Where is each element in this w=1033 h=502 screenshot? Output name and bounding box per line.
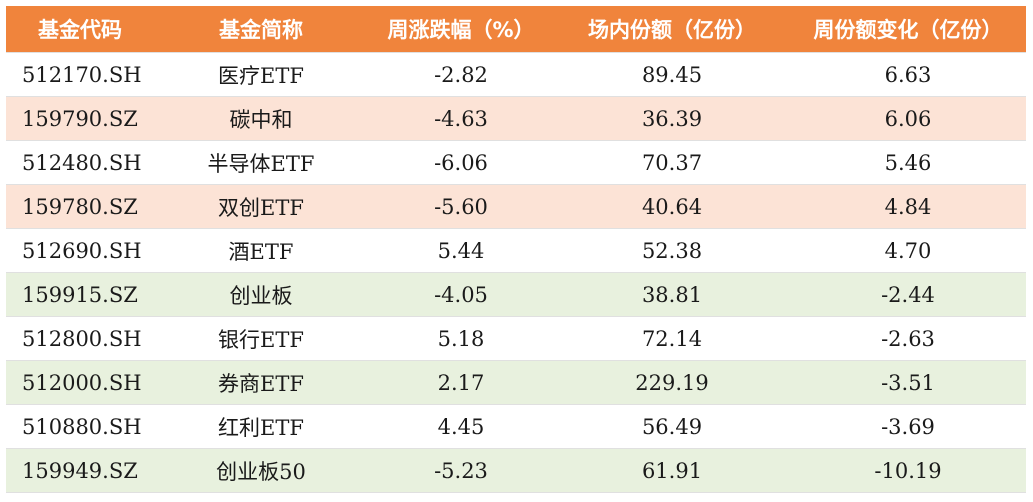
fund-name-cell: 创业板50	[154, 448, 368, 493]
shares-cell: 36.39	[554, 96, 790, 141]
fund-code-cell: 510880.SH	[6, 404, 154, 449]
fund-name-cell: 双创ETF	[154, 184, 368, 229]
fund-code-cell: 512690.SH	[6, 228, 154, 273]
table-row: 159915.SZ 创业板 -4.05 38.81 -2.44	[6, 272, 1026, 317]
fund-name-cell: 酒ETF	[154, 228, 368, 273]
fund-code-cell: 159780.SZ	[6, 184, 154, 229]
header-row: 基金代码 基金简称 周涨跌幅（%） 场内份额（亿份） 周份额变化（亿份）	[6, 6, 1026, 53]
table-row: 512690.SH 酒ETF 5.44 52.38 4.70	[6, 228, 1026, 273]
weekly-change-cell: 4.45	[368, 404, 554, 449]
shares-cell: 61.91	[554, 448, 790, 493]
fund-name-cell: 半导体ETF	[154, 140, 368, 185]
header-weekly-change: 周涨跌幅（%）	[368, 6, 554, 53]
fund-name-cell: 创业板	[154, 272, 368, 317]
fund-name-cell: 医疗ETF	[154, 52, 368, 97]
shares-cell: 52.38	[554, 228, 790, 273]
header-fund-name: 基金简称	[154, 6, 368, 53]
share-change-cell: -10.19	[790, 448, 1026, 493]
share-change-cell: -3.51	[790, 360, 1026, 405]
fund-code-cell: 512170.SH	[6, 52, 154, 97]
fund-name-cell: 券商ETF	[154, 360, 368, 405]
share-change-cell: 4.70	[790, 228, 1026, 273]
weekly-change-cell: 5.44	[368, 228, 554, 273]
fund-code-cell: 512480.SH	[6, 140, 154, 185]
table-row: 159780.SZ 双创ETF -5.60 40.64 4.84	[6, 184, 1026, 229]
shares-cell: 40.64	[554, 184, 790, 229]
table-row: 512800.SH 银行ETF 5.18 72.14 -2.63	[6, 316, 1026, 361]
shares-cell: 72.14	[554, 316, 790, 361]
header-fund-code: 基金代码	[6, 6, 154, 53]
table-row: 512000.SH 券商ETF 2.17 229.19 -3.51	[6, 360, 1026, 405]
table-row: 159949.SZ 创业板50 -5.23 61.91 -10.19	[6, 448, 1026, 493]
weekly-change-cell: -4.05	[368, 272, 554, 317]
fund-code-cell: 512800.SH	[6, 316, 154, 361]
table-row: 512480.SH 半导体ETF -6.06 70.37 5.46	[6, 140, 1026, 185]
fund-name-cell: 银行ETF	[154, 316, 368, 361]
share-change-cell: 6.63	[790, 52, 1026, 97]
header-on-exchange-shares: 场内份额（亿份）	[554, 6, 790, 53]
share-change-cell: 5.46	[790, 140, 1026, 185]
header-weekly-share-change: 周份额变化（亿份）	[790, 6, 1026, 53]
share-change-cell: -2.44	[790, 272, 1026, 317]
etf-share-table: 基金代码 基金简称 周涨跌幅（%） 场内份额（亿份） 周份额变化（亿份） 512…	[6, 6, 1026, 493]
weekly-change-cell: -2.82	[368, 52, 554, 97]
shares-cell: 38.81	[554, 272, 790, 317]
table-header: 基金代码 基金简称 周涨跌幅（%） 场内份额（亿份） 周份额变化（亿份）	[6, 6, 1026, 53]
shares-cell: 70.37	[554, 140, 790, 185]
table-row: 510880.SH 红利ETF 4.45 56.49 -3.69	[6, 404, 1026, 449]
weekly-change-cell: -5.23	[368, 448, 554, 493]
share-change-cell: 6.06	[790, 96, 1026, 141]
fund-name-cell: 红利ETF	[154, 404, 368, 449]
weekly-change-cell: -6.06	[368, 140, 554, 185]
shares-cell: 229.19	[554, 360, 790, 405]
weekly-change-cell: 2.17	[368, 360, 554, 405]
shares-cell: 89.45	[554, 52, 790, 97]
weekly-change-cell: -4.63	[368, 96, 554, 141]
share-change-cell: -3.69	[790, 404, 1026, 449]
fund-code-cell: 159790.SZ	[6, 96, 154, 141]
table-row: 159790.SZ 碳中和 -4.63 36.39 6.06	[6, 96, 1026, 141]
fund-code-cell: 159915.SZ	[6, 272, 154, 317]
fund-code-cell: 512000.SH	[6, 360, 154, 405]
fund-name-cell: 碳中和	[154, 96, 368, 141]
fund-code-cell: 159949.SZ	[6, 448, 154, 493]
weekly-change-cell: -5.60	[368, 184, 554, 229]
share-change-cell: -2.63	[790, 316, 1026, 361]
table-row: 512170.SH 医疗ETF -2.82 89.45 6.63	[6, 52, 1026, 97]
weekly-change-cell: 5.18	[368, 316, 554, 361]
shares-cell: 56.49	[554, 404, 790, 449]
table-body: 512170.SH 医疗ETF -2.82 89.45 6.63 159790.…	[6, 52, 1026, 493]
share-change-cell: 4.84	[790, 184, 1026, 229]
